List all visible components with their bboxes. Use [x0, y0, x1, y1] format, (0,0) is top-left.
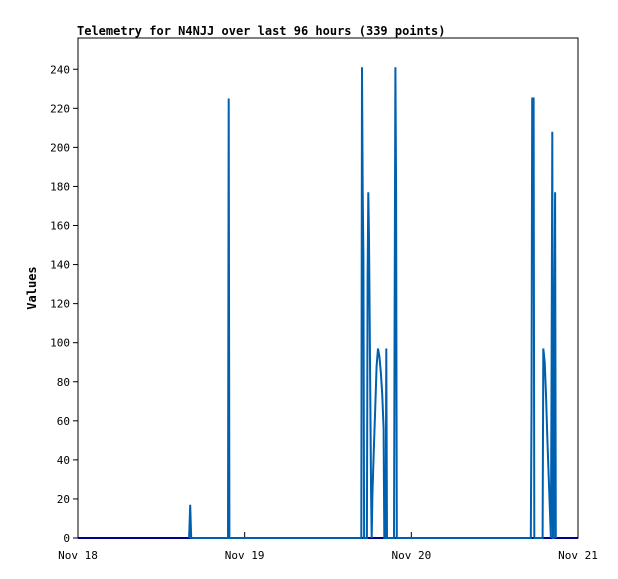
series-line — [188, 67, 557, 539]
y-tick-label: 140 — [50, 259, 70, 272]
y-axis: 0 20 40 60 80 100 120 140 160 180 200 220 240 — [50, 63, 78, 545]
x-tick-label: Nov 18 — [58, 549, 98, 562]
y-tick-label: 100 — [50, 337, 70, 350]
x-axis: Nov 18 Nov 19 Nov 20 Nov 21 — [58, 532, 598, 562]
x-tick-label: Nov 20 — [391, 549, 431, 562]
y-tick-label: 120 — [50, 298, 70, 311]
y-tick-label: 180 — [50, 180, 70, 193]
y-tick-label: 0 — [63, 532, 70, 545]
y-tick-label: 80 — [57, 376, 70, 389]
x-tick-label: Nov 21 — [558, 549, 598, 562]
y-tick-label: 220 — [50, 102, 70, 115]
y-tick-label: 160 — [50, 220, 70, 233]
plot-area — [77, 37, 579, 539]
y-tick-label: 240 — [50, 63, 70, 76]
chart-title: Telemetry for N4NJJ over last 96 hours (… — [77, 24, 446, 38]
y-tick-label: 60 — [57, 415, 70, 428]
x-tick-label: Nov 19 — [225, 549, 265, 562]
y-axis-label: Values — [25, 266, 39, 309]
y-tick-label: 20 — [57, 493, 70, 506]
y-tick-label: 200 — [50, 141, 70, 154]
data-series — [188, 67, 557, 539]
y-tick-label: 40 — [57, 454, 70, 467]
